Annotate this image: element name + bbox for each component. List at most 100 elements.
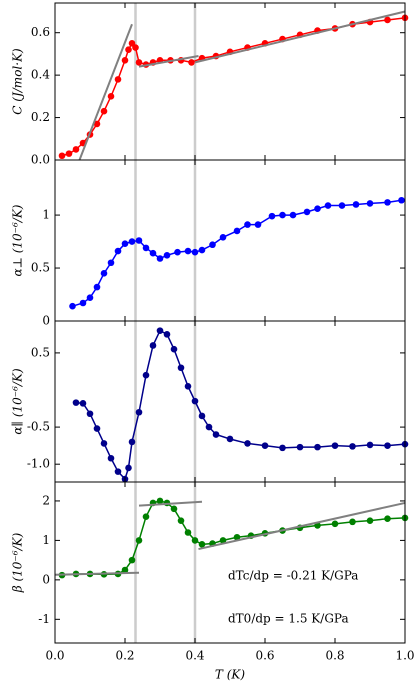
data-point — [212, 431, 220, 438]
data-point — [107, 93, 115, 100]
data-point — [324, 202, 332, 209]
data-point — [398, 196, 405, 204]
x-tick-label: 0.2 — [115, 649, 134, 663]
data-point — [142, 513, 150, 521]
data-point — [349, 518, 356, 526]
data-point — [244, 440, 251, 447]
x-tick-label: 0.0 — [45, 649, 64, 663]
data-point — [156, 255, 164, 262]
x-tick-label: 0.4 — [185, 649, 204, 663]
y-tick-label: 0 — [42, 314, 50, 328]
data-point — [135, 237, 143, 244]
y-tick-label: 0.2 — [31, 110, 50, 124]
data-point — [125, 46, 132, 53]
data-point — [289, 211, 297, 219]
y-tick-label: 0.6 — [31, 25, 50, 39]
data-point — [132, 44, 139, 51]
fit-line — [54, 571, 140, 576]
data-point — [191, 537, 199, 544]
data-point — [125, 464, 132, 472]
fit-line — [138, 500, 203, 507]
data-point — [366, 200, 374, 207]
y-tick-label: -1 — [38, 612, 50, 626]
data-point — [100, 440, 108, 447]
data-point — [142, 371, 150, 379]
data-point — [107, 259, 115, 267]
data-point — [170, 505, 178, 513]
data-point — [72, 146, 80, 153]
data-point — [58, 152, 66, 160]
data-point — [177, 517, 185, 524]
data-point — [384, 16, 391, 24]
data-point — [279, 444, 286, 452]
data-line — [61, 17, 406, 157]
axes-frame — [54, 320, 406, 483]
data-point — [107, 454, 115, 462]
y-axis-label: C (J/mol·K) — [11, 48, 25, 115]
fit-line — [194, 10, 406, 64]
fit-line — [138, 55, 199, 68]
data-point — [233, 227, 241, 235]
data-point — [191, 397, 199, 405]
data-point — [86, 410, 94, 418]
annotation: dTc/dp = -0.21 K/GPa — [228, 569, 358, 583]
y-tick-label: -1.0 — [27, 457, 50, 471]
data-point — [135, 537, 143, 544]
data-point — [226, 435, 234, 443]
fit-line — [198, 501, 406, 551]
data-point — [100, 107, 108, 115]
data-point — [93, 283, 101, 291]
data-point — [384, 199, 391, 206]
data-point — [219, 234, 227, 241]
x-tick-label: 1.0 — [395, 649, 414, 663]
data-point — [149, 342, 157, 349]
data-point — [86, 294, 94, 301]
data-point — [65, 150, 73, 157]
annotation: dT0/dp = 1.5 K/GPa — [228, 612, 349, 626]
data-point — [205, 423, 213, 431]
data-point — [233, 533, 241, 541]
data-line — [75, 329, 406, 481]
data-point — [198, 412, 206, 420]
data-point — [79, 299, 87, 307]
y-tick-label: 1 — [42, 533, 50, 547]
data-point — [261, 442, 269, 449]
data-point — [177, 364, 185, 372]
data-point — [384, 442, 391, 449]
data-point — [191, 248, 199, 256]
data-point — [331, 520, 339, 528]
data-point — [314, 443, 321, 451]
data-line — [72, 199, 402, 307]
data-point — [156, 497, 164, 505]
fit-line — [78, 23, 133, 161]
data-line — [61, 500, 406, 576]
data-point — [198, 246, 206, 254]
data-point — [184, 247, 192, 255]
data-point — [279, 211, 286, 219]
y-tick-label: 0.5 — [31, 345, 50, 359]
data-point — [254, 221, 262, 228]
axes-frame — [54, 481, 406, 644]
data-point — [121, 240, 129, 247]
data-point — [100, 270, 108, 277]
data-point — [184, 529, 192, 536]
y-tick-label: 0 — [42, 572, 50, 586]
y-tick-label: 0.5 — [31, 261, 50, 275]
data-point — [170, 345, 178, 353]
data-point — [219, 537, 227, 544]
y-tick-label: 0.4 — [31, 68, 50, 82]
data-point — [198, 541, 206, 548]
data-point — [69, 302, 76, 310]
data-point — [114, 76, 122, 83]
y-tick-label: -0.5 — [27, 420, 50, 434]
data-point — [163, 331, 171, 338]
x-tick-label: 0.6 — [255, 649, 274, 663]
data-point — [349, 443, 356, 450]
y-tick-label: 2 — [42, 493, 50, 507]
data-point — [135, 59, 143, 66]
data-point — [128, 438, 136, 446]
data-point — [188, 59, 195, 66]
data-point — [114, 468, 122, 475]
data-point — [114, 247, 122, 255]
